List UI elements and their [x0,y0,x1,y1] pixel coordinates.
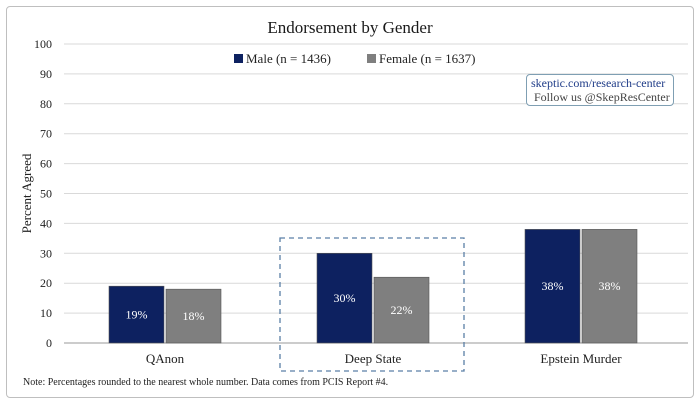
credit-url[interactable]: skeptic.com/research-center [531,76,666,90]
chart-title: Endorsement by Gender [267,18,433,37]
data-label: 19% [126,308,148,322]
credit-follow-text: Follow us @SkepResCenter [534,90,670,104]
y-tick-label: 40 [40,216,52,230]
bars: 19% 18% 30% 22% 38% 38% [108,229,638,344]
bar-female-deep-state [373,276,430,344]
credit-follow[interactable]: Follow us @SkepResCenter [531,90,670,104]
data-label: 18% [183,309,205,323]
highlight-box [279,237,465,372]
legend-swatch [367,54,376,63]
y-tick-label: 70 [40,127,52,141]
legend-label: Female (n = 1637) [379,51,476,66]
x-axis-categories: QAnon Deep State Epstein Murder [146,351,622,366]
y-tick-label: 90 [40,67,52,81]
data-label: 22% [391,303,413,317]
legend-label: Male (n = 1436) [246,51,331,66]
x-category-label: Epstein Murder [540,351,622,366]
y-tick-label: 100 [34,37,52,51]
y-tick-label: 20 [40,276,52,290]
credit-box: skeptic.com/research-center Follow us @S… [526,74,674,106]
bar-male-deep-state [316,253,373,344]
y-tick-label: 50 [40,187,52,201]
y-axis-label: Percent Agreed [19,153,34,233]
legend-swatch [234,54,243,63]
y-tick-label: 60 [40,157,52,171]
bar-male-qanon [108,285,165,344]
x-category-label: QAnon [146,351,185,366]
y-tick-label: 0 [46,336,52,350]
data-label: 38% [542,279,564,293]
bar-male-epstein-murder [524,229,581,344]
y-tick-label: 30 [40,246,52,260]
footnote: Note: Percentages rounded to the nearest… [23,377,388,388]
data-label: 38% [599,279,621,293]
y-tick-label: 10 [40,306,52,320]
bar-female-epstein-murder [581,229,638,344]
chart-frame [6,6,694,398]
x-category-label: Deep State [345,351,402,366]
legend: Male (n = 1436) Female (n = 1637) [234,51,476,66]
data-label: 30% [334,291,356,305]
bar-female-qanon [165,288,222,344]
highlight-dashed-box [279,237,465,372]
y-tick-label: 80 [40,97,52,111]
y-axis-ticks: 0 10 20 30 40 50 60 70 80 90 100 [34,37,52,350]
